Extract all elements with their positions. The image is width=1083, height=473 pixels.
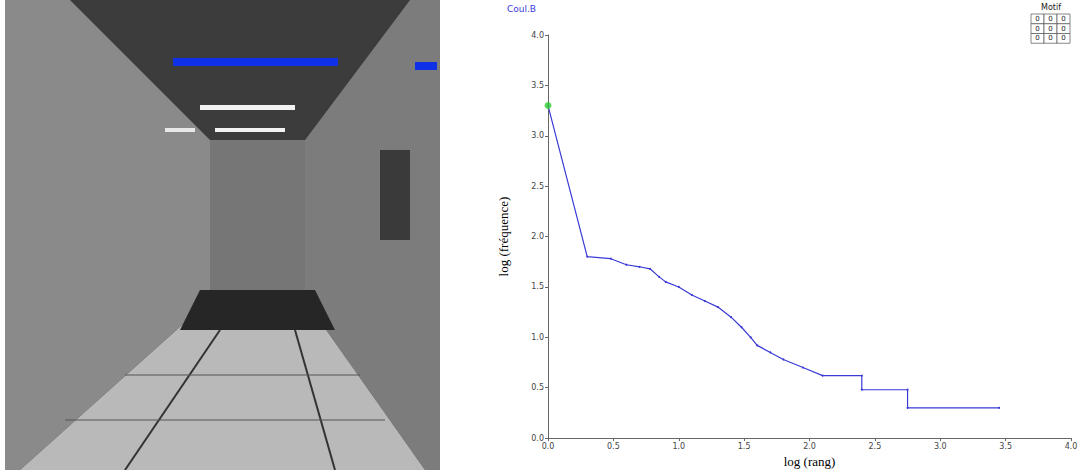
svg-text:0: 0 — [1048, 15, 1052, 23]
svg-text:0: 0 — [1035, 25, 1039, 33]
svg-text:1.0: 1.0 — [531, 333, 544, 342]
svg-text:0: 0 — [1061, 15, 1065, 23]
svg-text:0.0: 0.0 — [542, 442, 555, 451]
svg-text:0: 0 — [1035, 15, 1039, 23]
svg-text:0: 0 — [1048, 25, 1052, 33]
svg-text:4.0: 4.0 — [531, 31, 544, 40]
svg-text:2.5: 2.5 — [531, 182, 544, 191]
svg-text:3.0: 3.0 — [934, 442, 947, 451]
svg-text:1.5: 1.5 — [738, 442, 751, 451]
svg-text:0.5: 0.5 — [607, 442, 620, 451]
svg-text:0: 0 — [1035, 34, 1039, 42]
svg-text:2.5: 2.5 — [869, 442, 882, 451]
svg-text:1.5: 1.5 — [531, 282, 544, 291]
svg-text:0.5: 0.5 — [531, 383, 544, 392]
svg-text:0: 0 — [1061, 25, 1065, 33]
svg-text:0.0: 0.0 — [531, 433, 544, 443]
svg-text:3.5: 3.5 — [999, 442, 1012, 451]
svg-text:log (fréquence): log (fréquence) — [496, 197, 511, 277]
svg-text:2.0: 2.0 — [803, 442, 816, 451]
svg-text:1.0: 1.0 — [672, 442, 685, 451]
svg-text:4.0: 4.0 — [1065, 442, 1078, 451]
svg-text:3.5: 3.5 — [531, 81, 544, 90]
svg-text:log (rang): log (rang) — [784, 454, 836, 469]
svg-text:2.0: 2.0 — [531, 232, 544, 241]
svg-text:Motif: Motif — [1041, 3, 1061, 12]
svg-text:0: 0 — [1048, 34, 1052, 42]
svg-text:3.0: 3.0 — [531, 131, 544, 140]
svg-text:0: 0 — [1061, 34, 1065, 42]
svg-text:Coul.B: Coul.B — [507, 4, 536, 14]
